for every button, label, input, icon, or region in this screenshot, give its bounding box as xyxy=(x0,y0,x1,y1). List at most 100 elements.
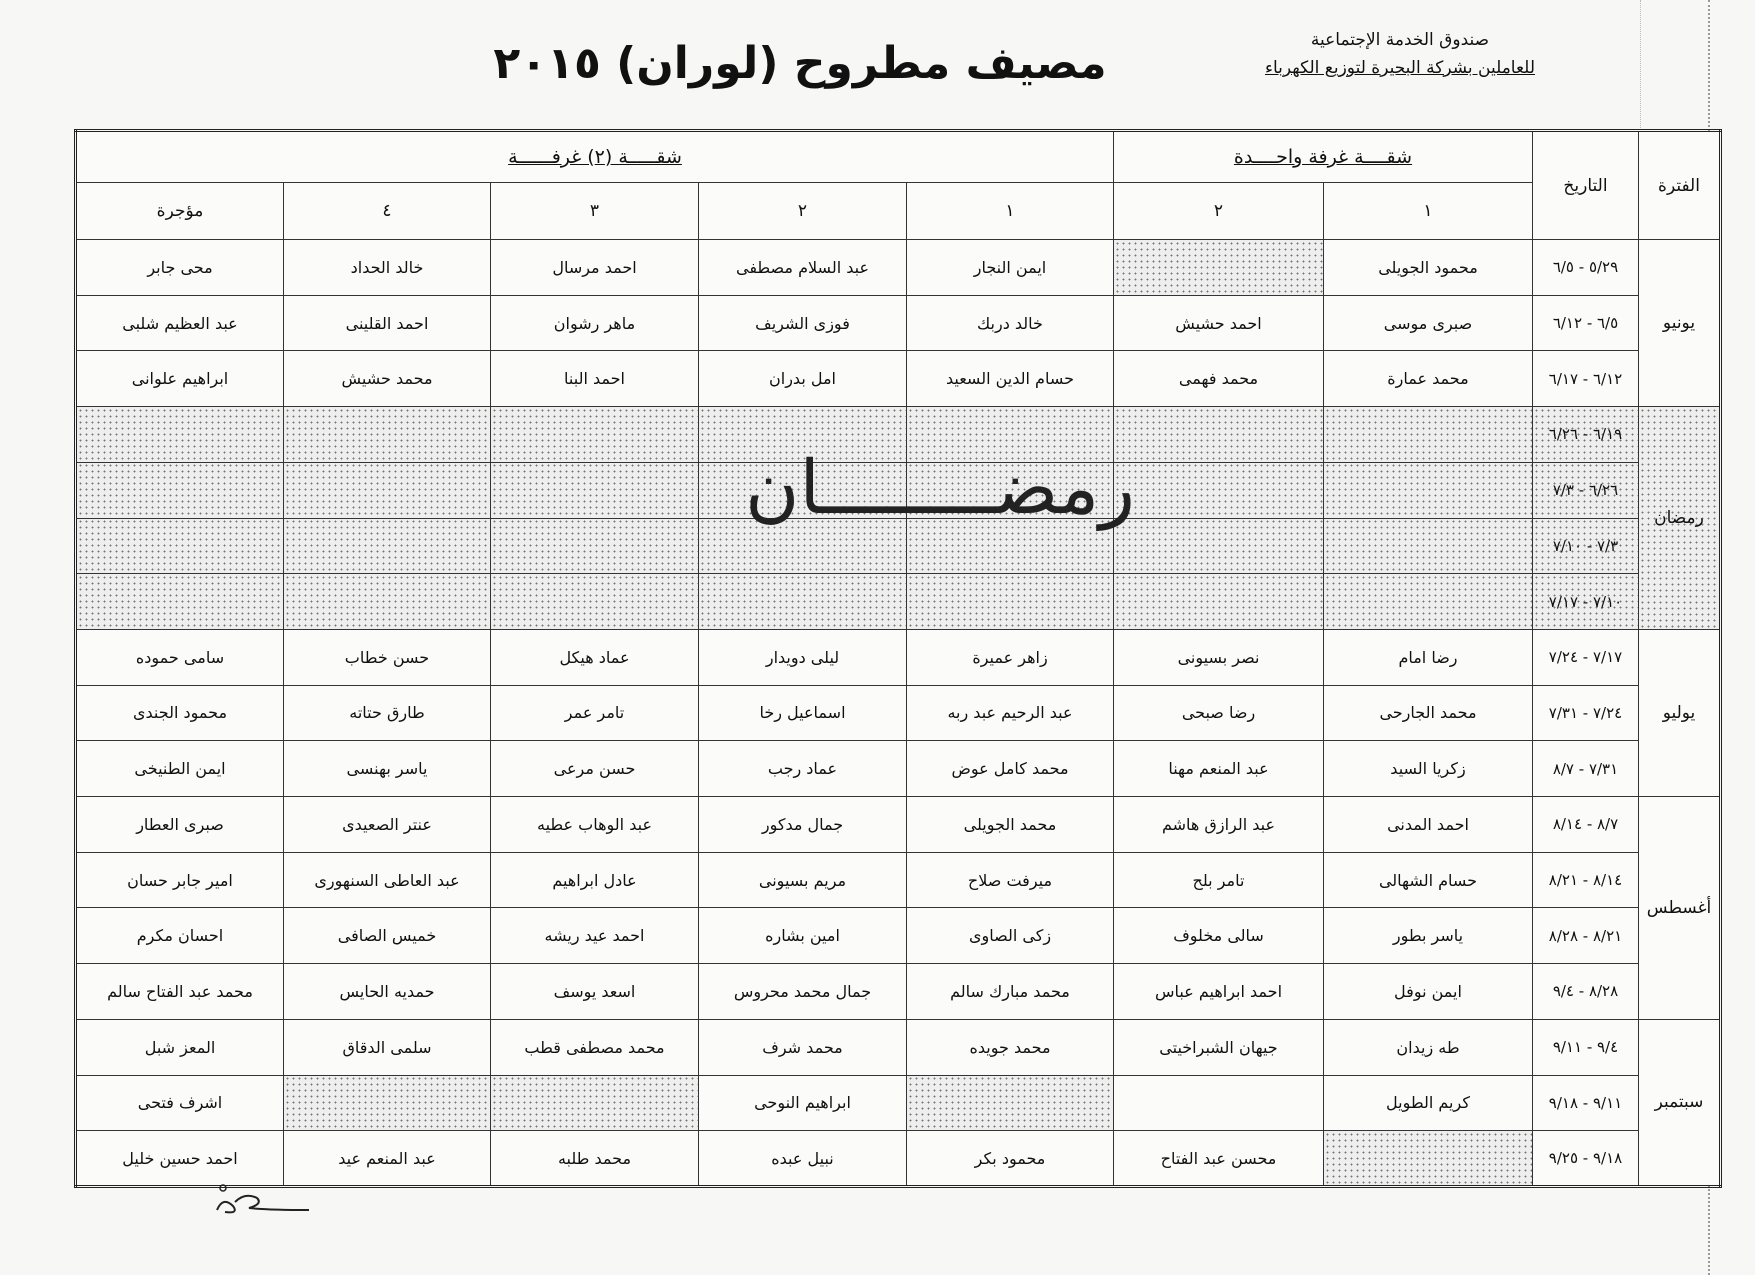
unavailable-cell xyxy=(490,461,699,519)
name-cell: زاهر عميرة xyxy=(906,628,1114,686)
name-cell: كريم الطويل xyxy=(1323,1074,1533,1132)
unavailable-cell xyxy=(1113,461,1324,519)
name-cell: ياسر بهنسى xyxy=(283,740,491,798)
column-header-two-rooms-4: ٤ xyxy=(283,182,491,240)
name-cell: احمد مرسال xyxy=(490,239,699,296)
unavailable-cell xyxy=(1113,573,1324,630)
name-cell: ميرفت صلاح xyxy=(906,851,1114,909)
group-header-two-rooms: شقـــــة (٢) غرفــــــة xyxy=(75,130,1114,183)
name-cell: ابراهيم النوحى xyxy=(698,1074,907,1132)
unavailable-cell xyxy=(75,517,284,575)
name-cell: محمد جويده xyxy=(906,1018,1114,1076)
table-row: أغسطس ٨/٧ - ٨/١٤ احمد المدنى عبد الرازق هاش… xyxy=(75,796,1721,1020)
name-cell: عبد الرحيم عبد ربه xyxy=(906,684,1114,742)
unavailable-cell xyxy=(490,573,699,630)
date-cell: ٨/٢١ - ٨/٢٨ xyxy=(1532,907,1639,965)
unavailable-cell xyxy=(1323,517,1533,575)
name-cell: محمود الجويلى xyxy=(1323,239,1533,296)
name-cell: محمد عبد الفتاح سالم xyxy=(75,963,284,1020)
unavailable-cell xyxy=(283,573,491,630)
unavailable-cell xyxy=(1323,461,1533,519)
name-cell: احمد ابراهيم عباس xyxy=(1113,963,1324,1020)
name-cell: محمد مبارك سالم xyxy=(906,963,1114,1020)
name-cell: خالد الحداد xyxy=(283,239,491,296)
name-cell xyxy=(1113,1074,1324,1132)
date-cell: ٩/٤ - ٩/١١ xyxy=(1532,1018,1639,1076)
date-cell: ٨/١٤ - ٨/٢١ xyxy=(1532,851,1639,909)
name-cell: ليلى دويدار xyxy=(698,628,907,686)
name-cell: عماد رجب xyxy=(698,740,907,798)
unavailable-cell xyxy=(1323,1130,1533,1187)
table-row: ٧/٣١ - ٨/٧ زكريا السيد عبد المنعم مهنا محمد… xyxy=(75,740,1721,798)
unavailable-cell xyxy=(1323,406,1533,463)
schedule-table: الفترة التاريخ شقــــة غرفة واحــــدة شق… xyxy=(74,129,1722,1188)
date-cell: ٧/١٧ - ٧/٢٤ xyxy=(1532,628,1639,686)
unavailable-cell xyxy=(1113,517,1324,575)
unavailable-cell xyxy=(698,406,907,463)
name-cell: احمد البنا xyxy=(490,350,699,408)
unavailable-cell xyxy=(75,461,284,519)
unavailable-cell xyxy=(1113,406,1324,463)
name-cell: سامى حموده xyxy=(75,628,284,686)
name-cell: زكى الصاوى xyxy=(906,907,1114,965)
name-cell: ايمن الطنيخى xyxy=(75,740,284,798)
name-cell: محمد مصطفى قطب xyxy=(490,1018,699,1076)
name-cell: امير جابر حسان xyxy=(75,851,284,909)
page-title: مصيف مطروح (لوران) ٢٠١٥ xyxy=(493,38,1107,89)
period-cell: يوليو xyxy=(1638,628,1721,798)
unavailable-cell xyxy=(490,1074,699,1132)
column-header-one-room-1: ١ xyxy=(1323,182,1533,240)
name-cell: فوزى الشريف xyxy=(698,294,907,352)
name-cell: محمد عمارة xyxy=(1323,350,1533,408)
name-cell: ياسر بطور xyxy=(1323,907,1533,965)
column-header-two-rooms-2: ٢ xyxy=(698,182,907,240)
name-cell: محسن عبد الفتاح xyxy=(1113,1130,1324,1187)
date-cell: ٧/٢٤ - ٧/٣١ xyxy=(1532,684,1639,742)
name-cell: امل بدران xyxy=(698,350,907,408)
name-cell: محمد شرف xyxy=(698,1018,907,1076)
name-cell: احمد حسين خليل xyxy=(75,1130,284,1187)
name-cell: تامر بلح xyxy=(1113,851,1324,909)
table-row: ٦/٥ - ٦/١٢ صبرى موسى احمد حشيش خالد دربك فوز… xyxy=(75,294,1721,352)
table-row: ٦/٢٦ - ٧/٣ xyxy=(75,461,1721,519)
name-cell: محمد طلبه xyxy=(490,1130,699,1187)
table-row: ٨/٢٨ - ٩/٤ ايمن نوفل احمد ابراهيم عباس محمد… xyxy=(75,963,1721,1020)
name-cell: ايمن النجار xyxy=(906,239,1114,296)
unavailable-cell xyxy=(1113,239,1324,296)
unavailable-cell xyxy=(75,573,284,630)
name-cell: طه زيدان xyxy=(1323,1018,1533,1076)
date-cell: ٧/١٠ - ٧/١٧ xyxy=(1532,573,1639,630)
name-cell: ايمن نوفل xyxy=(1323,963,1533,1020)
name-cell: خميس الصافى xyxy=(283,907,491,965)
unavailable-cell xyxy=(698,461,907,519)
unavailable-cell xyxy=(698,573,907,630)
unavailable-cell xyxy=(283,1074,491,1132)
table-row: يوليو ٧/١٧ - ٧/٢٤ رضا امام نصر بسيونى زاهر ع… xyxy=(75,628,1721,798)
unavailable-cell xyxy=(75,406,284,463)
name-cell: رضا امام xyxy=(1323,628,1533,686)
unavailable-cell xyxy=(906,461,1114,519)
date-cell: ٧/٣ - ٧/١٠ xyxy=(1532,517,1639,575)
date-cell: ٧/٣١ - ٨/٧ xyxy=(1532,740,1639,798)
name-cell: جمال مدكور xyxy=(698,796,907,853)
date-cell: ٦/٢٦ - ٧/٣ xyxy=(1532,461,1639,519)
name-cell: محمد كامل عوض xyxy=(906,740,1114,798)
name-cell: حسام الدين السعيد xyxy=(906,350,1114,408)
name-cell: عادل ابراهيم xyxy=(490,851,699,909)
name-cell: احمد عيد ريشه xyxy=(490,907,699,965)
handwritten-signature xyxy=(216,1184,310,1214)
date-cell: ٨/٢٨ - ٩/٤ xyxy=(1532,963,1639,1020)
name-cell: عبد العظيم شلبى xyxy=(75,294,284,352)
group-header-one-room: شقــــة غرفة واحــــدة xyxy=(1113,130,1533,183)
name-cell: طارق حتاته xyxy=(283,684,491,742)
name-cell: حسن مرعى xyxy=(490,740,699,798)
period-cell: يونيو xyxy=(1638,238,1721,408)
table-row: ٨/١٤ - ٨/٢١ حسام الشهالى تامر بلح ميرفت صلا… xyxy=(75,851,1721,909)
table-row: ٧/٢٤ - ٧/٣١ محمد الجارحى رضا صبحى عبد الرحي… xyxy=(75,684,1721,742)
name-cell: ابراهيم علوانى xyxy=(75,350,284,408)
date-cell: ٦/١٢ - ٦/١٧ xyxy=(1532,350,1639,408)
name-cell: عبد السلام مصطفى xyxy=(698,239,907,296)
period-cell: أغسطس xyxy=(1638,796,1721,1020)
column-header-one-room-2: ٢ xyxy=(1113,182,1324,240)
unavailable-cell xyxy=(283,461,491,519)
